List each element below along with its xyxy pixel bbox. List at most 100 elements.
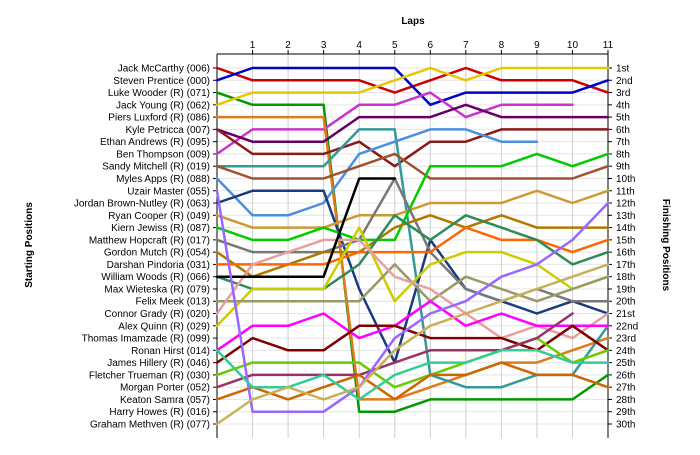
driver-position-line [215, 361, 610, 401]
finishing-position-label: 16th [616, 248, 635, 259]
finishing-position-label: 6th [616, 125, 630, 136]
finishing-position-label: 25th [616, 358, 635, 369]
lap-tick-label: 6 [427, 40, 433, 51]
lap-tick-label: 2 [285, 40, 291, 51]
driver-label: Ryan Cooper (R) (049) [108, 211, 210, 222]
driver-position-line [215, 66, 610, 107]
driver-position-line [215, 128, 610, 168]
driver-label: Fletcher Trueman (R) (030) [89, 370, 210, 381]
driver-label: Luke Wooder (R) (071) [108, 88, 210, 99]
y-axis-title-right: Finishing Positions [660, 199, 671, 292]
driver-position-line [215, 91, 574, 156]
finishing-position-label: 10th [616, 174, 635, 185]
driver-position-line [215, 189, 610, 229]
finishing-position-label: 4th [616, 100, 630, 111]
driver-position-line [215, 115, 610, 401]
finishing-position-label: 23rd [616, 334, 636, 345]
driver-label: James Hillery (R) (046) [107, 358, 210, 369]
driver-label: Ethan Andrews (R) (095) [100, 137, 210, 148]
driver-label: Keaton Samra (057) [120, 395, 210, 406]
driver-label: Myles Apps (R) (088) [116, 174, 210, 185]
driver-label: Matthew Hopcraft (R) (017) [89, 235, 210, 246]
driver-position-line [215, 177, 396, 278]
driver-position-line [215, 299, 610, 352]
finishing-position-label: 8th [616, 149, 630, 160]
driver-label: Harry Howes (R) (016) [109, 407, 210, 418]
driver-position-line [215, 214, 610, 278]
driver-label: Steven Prentice (000) [113, 76, 210, 87]
finishing-position-label: 11th [616, 186, 635, 197]
series-lines [215, 66, 610, 426]
lap-tick-label: 3 [321, 40, 327, 51]
driver-label: Jack Young (R) (062) [116, 100, 210, 111]
lap-tick-label: 8 [499, 40, 505, 51]
finishing-position-label: 15th [616, 235, 635, 246]
finishing-position-label: 13th [616, 211, 635, 222]
labels: 1 2 3 4 5 6 7 8 9 10 11 Jack McCarthy (006)Steven P… [74, 40, 638, 431]
driver-position-line [215, 263, 610, 426]
driver-position-line [215, 324, 610, 364]
driver-label: Felix Meek (013) [136, 297, 210, 308]
driver-label: Darshan Pindoria (031) [107, 260, 210, 271]
driver-position-line [215, 177, 610, 303]
driver-label: Graham Methven (R) (077) [90, 420, 210, 431]
lap-tick-label: 5 [392, 40, 398, 51]
driver-position-line [215, 128, 610, 389]
driver-label: Sandy Mitchell (R) (019) [102, 162, 210, 173]
driver-position-line [215, 349, 610, 401]
driver-position-line [215, 152, 610, 180]
driver-position-line [215, 66, 610, 107]
driver-label: Max Wieteska (R) (079) [104, 284, 210, 295]
finishing-position-label: 21st [616, 309, 635, 320]
lap-tick-label: 11 [603, 40, 614, 51]
finishing-position-label: 22nd [616, 321, 638, 332]
x-axis-title: Laps [401, 16, 425, 27]
y-axis-title-left: Starting Positions [24, 202, 35, 288]
finishing-position-label: 3rd [616, 88, 630, 99]
driver-label: Alex Quinn (R) (029) [118, 321, 210, 332]
finishing-position-label: 5th [616, 113, 630, 124]
driver-label: Connor Grady (R) (020) [104, 309, 210, 320]
lap-tick-label: 1 [250, 40, 256, 51]
driver-label: Jordan Brown-Nutley (R) (063) [74, 199, 210, 210]
driver-position-line [215, 103, 610, 143]
driver-position-line [215, 226, 610, 266]
driver-position-line [215, 189, 610, 364]
finishing-position-label: 1st [616, 64, 630, 75]
finishing-position-label: 30th [616, 420, 635, 431]
driver-position-line [215, 128, 539, 217]
finishing-position-label: 28th [616, 395, 635, 406]
lap-tick-label: 10 [567, 40, 579, 51]
finishing-position-label: 29th [616, 407, 635, 418]
driver-position-line [215, 152, 610, 242]
finishing-position-label: 7th [616, 137, 630, 148]
finishing-position-label: 17th [616, 260, 635, 271]
driver-position-line [215, 336, 610, 389]
driver-label: Kyle Petricca (007) [126, 125, 210, 136]
driver-position-line [215, 91, 610, 413]
driver-label: Jack McCarthy (006) [118, 64, 210, 75]
finishing-position-label: 2nd [616, 76, 633, 87]
driver-label: Gordon Mutch (R) (054) [104, 248, 210, 259]
driver-label: Ronan Hirst (014) [131, 346, 210, 357]
lap-tick-label: 9 [534, 40, 540, 51]
lap-tick-label: 4 [356, 40, 362, 51]
driver-position-line [215, 189, 610, 413]
finishing-position-label: 24th [616, 346, 635, 357]
driver-label: Uzair Master (055) [127, 186, 210, 197]
finishing-position-label: 27th [616, 383, 635, 394]
finishing-position-label: 26th [616, 370, 635, 381]
driver-position-line [215, 312, 574, 389]
finishing-position-label: 14th [616, 223, 635, 234]
driver-label: Thomas Imamzade (R) (099) [82, 334, 210, 345]
finishing-position-label: 20th [616, 297, 635, 308]
driver-label: Morgan Porter (052) [120, 383, 210, 394]
lap-tick-label: 7 [463, 40, 469, 51]
driver-label: Kiern Jewiss (R) (087) [111, 223, 210, 234]
finishing-position-label: 19th [616, 284, 635, 295]
driver-label: William Woods (R) (066) [101, 272, 210, 283]
driver-position-line [215, 238, 610, 340]
finishing-position-label: 12th [616, 199, 635, 210]
